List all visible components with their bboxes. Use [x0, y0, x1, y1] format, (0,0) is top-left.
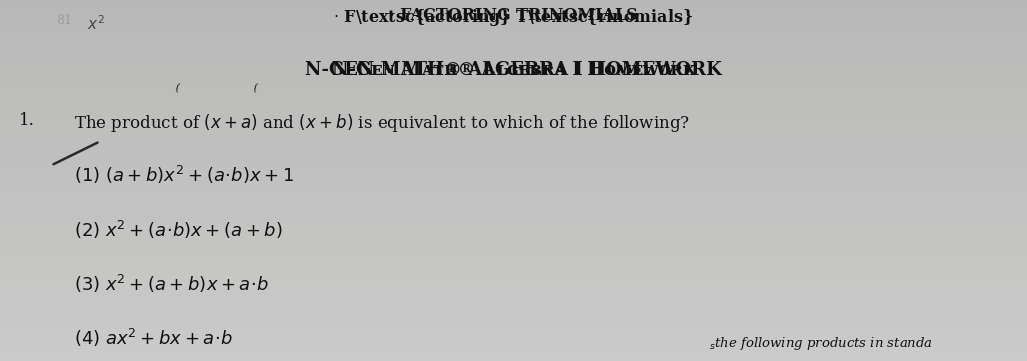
Text: · FACTORING TRINOMIALS: · FACTORING TRINOMIALS: [389, 7, 638, 24]
Text: N-GEN MATH® ALGEBRA I HOMEWORK: N-GEN MATH® ALGEBRA I HOMEWORK: [305, 61, 722, 79]
Text: $\cdot$ F\textsc{actoring} T\textsc{rinomials}: $\cdot$ F\textsc{actoring} T\textsc{rino…: [334, 7, 693, 28]
Text: $(2)\ x^2+(a\!\cdot\! b)x+(a+b)$: $(2)\ x^2+(a\!\cdot\! b)x+(a+b)$: [74, 218, 282, 240]
Text: 1.: 1.: [18, 112, 34, 129]
Text: $x^2$: $x^2$: [87, 14, 105, 33]
Text: $\mathsf{(}$: $\mathsf{(}$: [251, 80, 259, 94]
Text: $(4)\ ax^2+bx+a\!\cdot\! b$: $(4)\ ax^2+bx+a\!\cdot\! b$: [74, 327, 233, 349]
Text: The product of $(x+a)$ and $(x+b)$ is equivalent to which of the following?: The product of $(x+a)$ and $(x+b)$ is eq…: [74, 112, 690, 134]
Text: $(3)\ x^2+(a+b)x+a\!\cdot\! b$: $(3)\ x^2+(a+b)x+a\!\cdot\! b$: [74, 273, 269, 295]
Text: N-Gᴇɴ Mᴀᴛʜ® Aʟɢᴇʙʀᴀ I Hᴏᴍᴇᴡᴏʀᴋ: N-Gᴇɴ Mᴀᴛʜ® Aʟɢᴇʙʀᴀ I Hᴏᴍᴇᴡᴏʀᴋ: [332, 61, 695, 79]
Text: $_{\mathit{s}}$the following products in standa: $_{\mathit{s}}$the following products in…: [709, 335, 933, 352]
Text: 81: 81: [56, 14, 73, 27]
Text: $(1)\ (a+b)x^2+(a\!\cdot\! b)x+1$: $(1)\ (a+b)x^2+(a\!\cdot\! b)x+1$: [74, 164, 294, 186]
Text: $\mathsf{(}$: $\mathsf{(}$: [173, 80, 181, 94]
